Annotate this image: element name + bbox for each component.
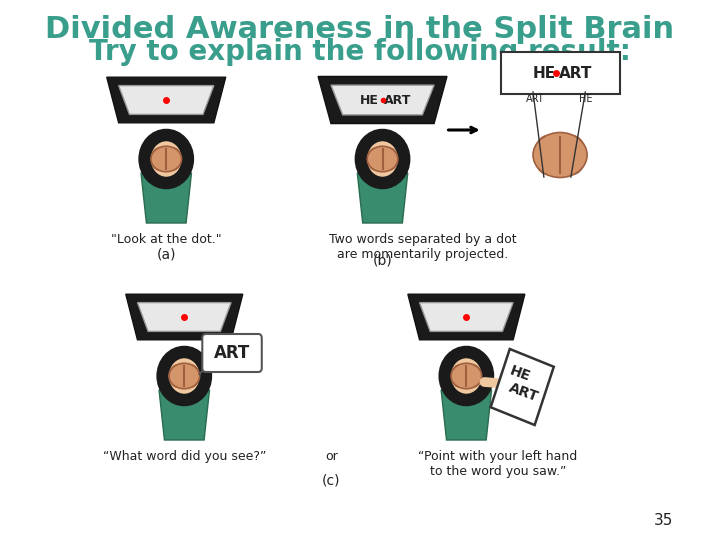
Text: Try to explain the following result:: Try to explain the following result: [89,38,631,66]
Text: HE: HE [579,94,592,104]
Ellipse shape [166,148,181,170]
Polygon shape [357,173,408,223]
Ellipse shape [151,146,181,172]
Polygon shape [408,294,525,340]
Text: ART: ART [214,344,250,362]
Ellipse shape [169,363,199,389]
Ellipse shape [152,148,167,170]
Circle shape [163,352,206,400]
Ellipse shape [559,136,586,174]
Text: 35: 35 [654,513,674,528]
Text: ART: ART [526,94,544,104]
Polygon shape [119,86,214,114]
Polygon shape [490,349,554,425]
Text: HE: HE [360,93,379,106]
Ellipse shape [368,148,383,170]
Text: (c): (c) [322,474,341,488]
Polygon shape [107,77,225,123]
Circle shape [445,352,488,400]
Text: Divided Awareness in the Split Brain: Divided Awareness in the Split Brain [45,16,675,44]
Text: ART: ART [508,380,541,404]
Polygon shape [126,294,243,340]
Polygon shape [138,302,231,332]
Ellipse shape [184,365,199,387]
Polygon shape [441,390,492,440]
Ellipse shape [367,146,398,172]
Ellipse shape [534,136,562,174]
Text: (b): (b) [373,253,392,267]
Text: Two words separated by a dot
are momentarily projected.: Two words separated by a dot are momenta… [329,233,517,261]
Polygon shape [141,173,192,223]
Polygon shape [159,390,210,440]
Text: “What word did you see?”: “What word did you see?” [102,450,266,463]
Ellipse shape [170,365,185,387]
Polygon shape [331,85,434,115]
Circle shape [145,135,188,183]
Text: “Point with your left hand
to the word you saw.”: “Point with your left hand to the word y… [418,450,577,478]
Text: "Look at the dot.": "Look at the dot." [111,233,222,246]
Text: ART: ART [559,65,593,80]
Ellipse shape [451,363,482,389]
Text: HE: HE [508,364,533,384]
Polygon shape [420,302,513,332]
Text: or: or [325,450,338,463]
Ellipse shape [451,365,467,387]
Circle shape [361,135,404,183]
Text: ART: ART [384,93,412,106]
Ellipse shape [466,365,481,387]
Ellipse shape [382,148,397,170]
Text: HE: HE [532,65,556,80]
Polygon shape [318,77,447,124]
FancyBboxPatch shape [202,334,262,372]
Ellipse shape [533,132,587,178]
FancyBboxPatch shape [500,52,619,94]
Text: (a): (a) [156,248,176,262]
